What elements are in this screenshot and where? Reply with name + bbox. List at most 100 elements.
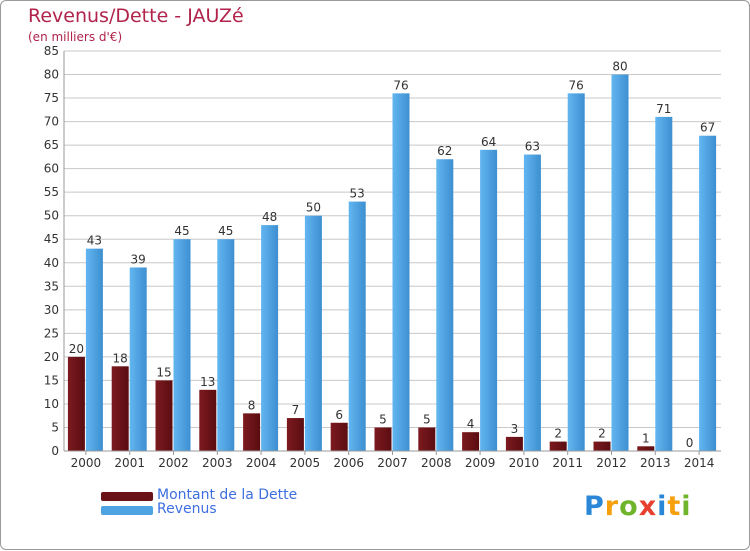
bar-dette	[286, 418, 304, 451]
y-tick-label: 35	[44, 279, 59, 293]
x-tick-label: 2010	[509, 456, 540, 470]
y-tick-label: 60	[44, 162, 59, 176]
logo-letter: x	[638, 491, 658, 522]
value-label-dette: 8	[248, 398, 256, 412]
logo-letter: o	[619, 491, 639, 522]
x-tick-label: 2000	[71, 456, 102, 470]
x-tick-label: 2002	[158, 456, 189, 470]
bar-revenus	[436, 159, 454, 451]
legend-label-dette: Montant de la Dette	[157, 487, 298, 503]
bar-revenus	[304, 215, 322, 451]
bar-revenus	[611, 74, 629, 451]
bar-revenus	[85, 248, 103, 451]
value-label-revenus: 45	[218, 224, 233, 238]
y-tick-label: 0	[51, 444, 59, 458]
bar-dette	[243, 413, 261, 451]
value-label-revenus: 48	[262, 210, 277, 224]
value-label-dette: 1	[642, 431, 650, 445]
value-label-revenus: 71	[656, 102, 671, 116]
bar-revenus	[173, 239, 191, 451]
value-label-revenus: 62	[437, 144, 452, 158]
logo-letter: P	[584, 491, 605, 522]
x-tick-label: 2009	[465, 456, 496, 470]
y-tick-label: 80	[44, 68, 59, 82]
bar-dette	[593, 441, 611, 451]
value-label-dette: 5	[423, 412, 431, 426]
bars	[67, 74, 717, 452]
legend-swatch-dette	[101, 492, 153, 501]
bar-dette	[374, 427, 392, 451]
bar-revenus	[129, 267, 147, 451]
value-label-dette: 0	[686, 436, 694, 450]
y-tick-label: 30	[44, 303, 59, 317]
logo-letter: i	[681, 491, 692, 522]
bar-dette	[462, 432, 480, 451]
value-label-dette: 5	[379, 412, 387, 426]
bar-revenus	[392, 93, 410, 452]
legend-swatch-revenus	[101, 506, 153, 515]
logo-letter: i	[657, 491, 668, 522]
bar-revenus	[348, 201, 366, 451]
x-tick-label: 2005	[290, 456, 321, 470]
y-tick-label: 5	[51, 420, 59, 434]
value-label-dette: 7	[292, 403, 300, 417]
chart-subtitle: (en milliers d'€)	[28, 30, 123, 44]
bar-revenus	[567, 93, 585, 452]
value-label-dette: 20	[69, 342, 84, 356]
value-label-revenus: 63	[525, 140, 540, 154]
value-labels: 2043183915451345848750653576562464363276…	[69, 60, 715, 450]
value-label-dette: 18	[113, 351, 128, 365]
value-label-revenus: 53	[350, 187, 365, 201]
value-label-dette: 6	[335, 408, 343, 422]
logo-letter: r	[604, 491, 620, 522]
y-tick-label: 25	[44, 326, 59, 340]
bar-dette	[111, 366, 129, 451]
y-tick-label: 65	[44, 138, 59, 152]
value-label-revenus: 39	[131, 252, 146, 266]
bar-revenus	[480, 149, 498, 451]
bar-dette	[549, 441, 567, 451]
chart-title: Revenus/Dette - JAUZé	[28, 5, 244, 27]
x-tick-label: 2001	[114, 456, 145, 470]
bar-revenus	[655, 116, 673, 451]
x-tick-label: 2013	[640, 456, 671, 470]
value-label-revenus: 64	[481, 135, 496, 149]
value-label-dette: 3	[511, 422, 519, 436]
value-label-revenus: 45	[174, 224, 189, 238]
y-tick-label: 55	[44, 185, 59, 199]
x-tick-label: 2014	[684, 456, 715, 470]
x-axis: 2000 2001 2002 2003 2004 2005 2006 2007 2008 2009…	[64, 450, 721, 470]
x-tick-label: 2008	[421, 456, 452, 470]
bar-dette	[330, 422, 348, 451]
y-tick-label: 70	[44, 115, 59, 129]
y-tick-label: 20	[44, 350, 59, 364]
bar-revenus	[217, 239, 235, 451]
y-axis: 0 5 10 15 20 25 30 35 40 45 50 55 60 65 70 75 80 85	[44, 44, 65, 458]
logo-letter: t	[667, 491, 682, 522]
x-tick-label: 2011	[552, 456, 583, 470]
bar-revenus	[699, 135, 717, 452]
x-tick-label: 2006	[333, 456, 364, 470]
bar-dette	[155, 380, 173, 451]
value-label-revenus: 67	[700, 121, 715, 135]
x-tick-label: 2007	[377, 456, 408, 470]
y-tick-label: 45	[44, 232, 59, 246]
y-tick-label: 15	[44, 373, 59, 387]
value-label-dette: 2	[598, 427, 606, 441]
y-tick-label: 50	[44, 209, 59, 223]
bar-dette	[418, 427, 436, 451]
x-tick-label: 2003	[202, 456, 233, 470]
legend-label-revenus: Revenus	[157, 501, 217, 517]
value-label-dette: 2	[554, 427, 562, 441]
bar-dette	[199, 389, 217, 451]
bar-revenus	[523, 154, 541, 451]
value-label-dette: 13	[200, 375, 215, 389]
y-tick-label: 75	[44, 91, 59, 105]
value-label-revenus: 80	[612, 60, 627, 74]
value-label-revenus: 76	[569, 78, 584, 92]
value-label-revenus: 76	[393, 78, 408, 92]
x-tick-label: 2004	[246, 456, 277, 470]
x-tick-label: 2012	[596, 456, 627, 470]
